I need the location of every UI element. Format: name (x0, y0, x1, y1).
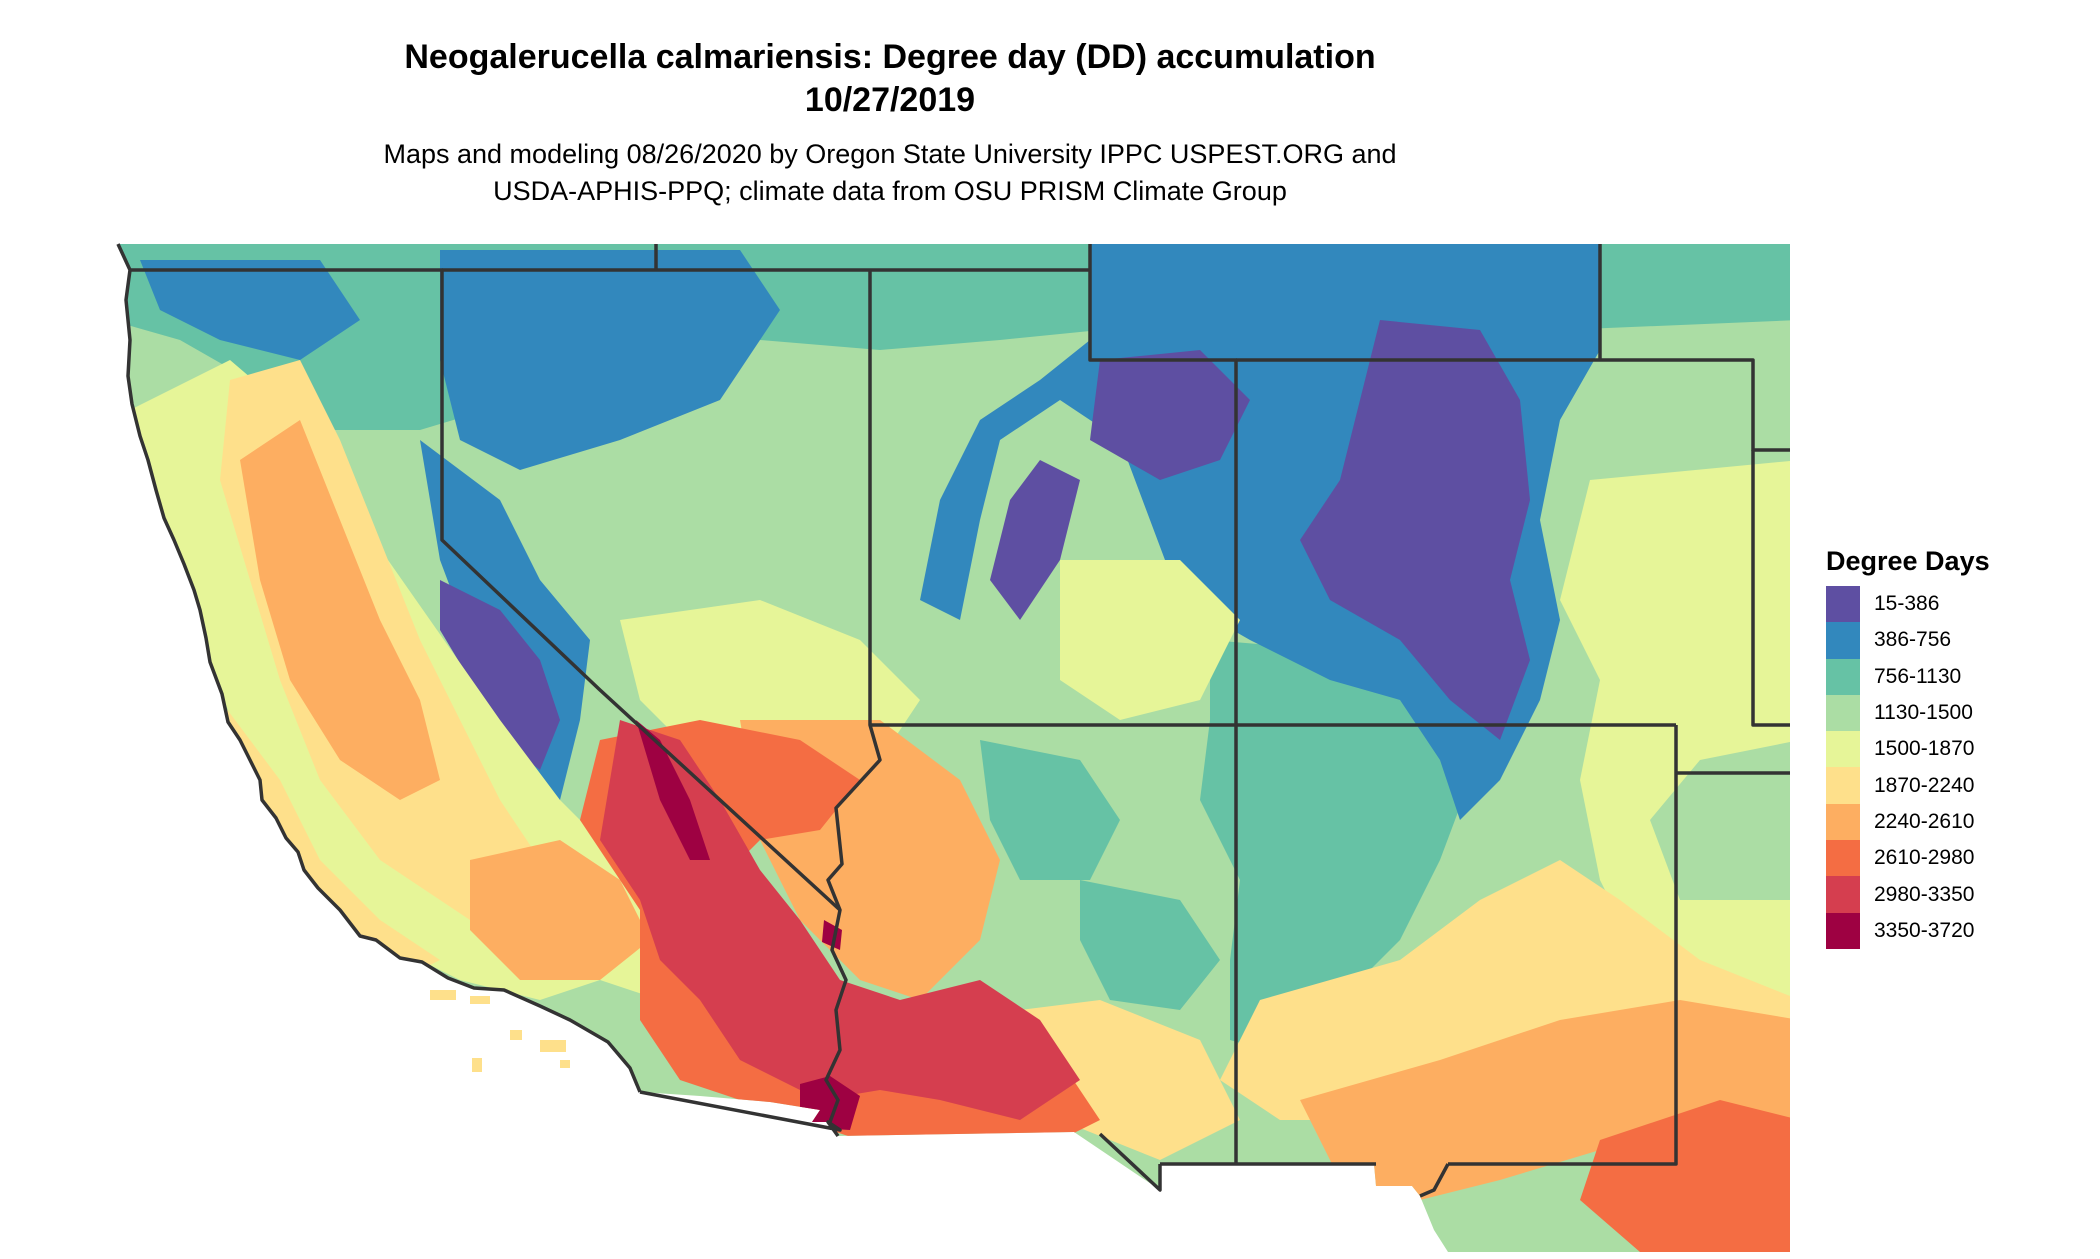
legend-items: 15-386 386-756 756-1130 1130-1500 1500-1870 1… (1826, 586, 2086, 949)
legend-item: 2240-2610 (1826, 803, 2086, 841)
legend-label: 1130-1500 (1874, 701, 1973, 725)
legend-item: 1500-1870 (1826, 731, 2086, 768)
legend-item: 2610-2980 (1826, 840, 2086, 877)
legend-label: 2610-2980 (1874, 846, 1975, 870)
legend-label: 386-756 (1874, 628, 1952, 652)
legend-label: 756-1130 (1874, 664, 1962, 688)
legend-item: 756-1130 (1826, 658, 2086, 695)
legend-swatch (1826, 803, 1860, 841)
degree-days-legend: Degree Days 15-386 386-756 756-1130 1130-15… (1826, 544, 2086, 949)
legend-swatch (1826, 731, 1860, 768)
channel-islands (430, 990, 570, 1072)
legend-swatch (1826, 840, 1860, 877)
legend-item: 1130-1500 (1826, 694, 2086, 732)
degree-day-raster (118, 244, 1790, 1252)
zone-15-386 (440, 320, 1530, 770)
map-title: Neogalerucella calmariensis: Degree day … (404, 38, 1376, 76)
map-credit-line-1: Maps and modeling 08/26/2020 by Oregon S… (383, 139, 1397, 169)
map-credit-line-2: USDA-APHIS-PPQ; climate data from OSU PR… (493, 176, 1287, 206)
state-boundaries (116, 243, 1790, 1198)
legend-swatch (1826, 912, 1860, 949)
map-date: 10/27/2019 (804, 81, 976, 119)
legend-label: 1870-2240 (1874, 773, 1975, 797)
legend-item: 386-756 (1826, 622, 2086, 659)
zone-2980-3350 (600, 720, 1080, 1120)
legend-item: 1870-2240 (1826, 767, 2086, 804)
legend-swatch (1826, 586, 1860, 623)
legend-label: 3350-3720 (1874, 918, 1975, 942)
legend-title: Degree Days (1826, 546, 1990, 576)
legend-item: 2980-3350 (1826, 876, 2086, 913)
legend-swatch (1826, 694, 1860, 732)
legend-swatch (1826, 767, 1860, 804)
legend-label: 15-386 (1874, 592, 1940, 616)
legend-swatch (1826, 658, 1860, 695)
legend-item: 3350-3720 (1826, 912, 2086, 949)
legend-label: 2980-3350 (1874, 882, 1975, 906)
legend-label: 1500-1870 (1874, 737, 1975, 761)
legend-swatch (1826, 622, 1860, 659)
legend-item: 15-386 (1826, 586, 2086, 623)
legend-label: 2240-2610 (1874, 809, 1975, 833)
legend-swatch (1826, 876, 1860, 913)
